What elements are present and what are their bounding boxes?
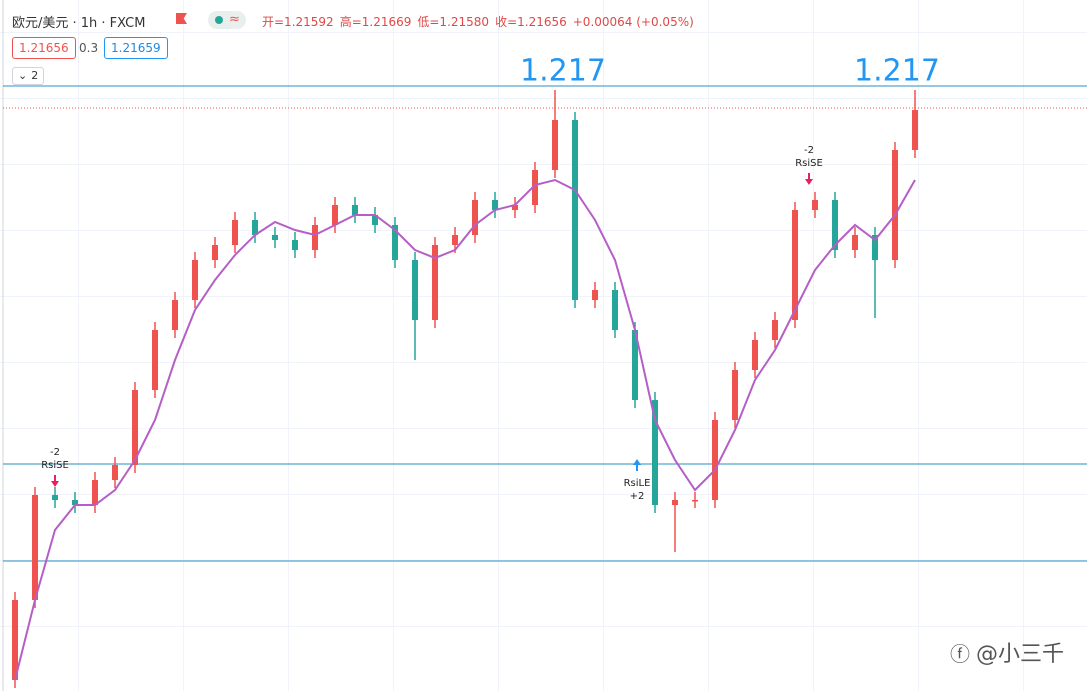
candle-body xyxy=(132,390,138,465)
close-value: 收=1.21656 xyxy=(495,15,567,29)
candle-body xyxy=(72,500,78,505)
candle-body xyxy=(752,340,758,370)
candle-body xyxy=(212,245,218,260)
signal-text: -2 xyxy=(50,447,60,458)
candle-body xyxy=(92,480,98,505)
candle-body xyxy=(792,210,798,320)
peak-label: 1.217 xyxy=(854,54,940,89)
candle-body xyxy=(572,120,578,300)
candle-body xyxy=(372,215,378,225)
candle-body xyxy=(312,225,318,250)
candle-body xyxy=(872,235,878,260)
signal-text: RsiSE xyxy=(41,460,69,471)
open-value: 开=1.21592 xyxy=(262,15,334,29)
signal-text: +2 xyxy=(630,491,645,502)
candle-body xyxy=(12,600,18,680)
candle-body xyxy=(552,120,558,170)
change-value: +0.00064 (+0.05%) xyxy=(572,15,694,29)
signal-arrow xyxy=(633,459,641,471)
candle-body xyxy=(192,260,198,300)
candle-body xyxy=(512,205,518,210)
candle-body xyxy=(332,205,338,225)
candle-body xyxy=(912,110,918,150)
signal-arrow xyxy=(51,475,59,487)
signal-text: RsiSE xyxy=(795,158,823,169)
candle-body xyxy=(712,420,718,500)
spread: 0.3 xyxy=(79,38,99,58)
watermark: ⓕ @小三千 xyxy=(950,636,1064,668)
signal-arrow xyxy=(805,173,813,185)
candle-body xyxy=(812,200,818,210)
sell-price[interactable]: 1.21656 xyxy=(12,37,76,59)
candle-body xyxy=(592,290,598,300)
chevron: ⌄ xyxy=(18,69,28,82)
candle-body xyxy=(432,245,438,320)
candle-body xyxy=(472,200,478,235)
watermark-logo: ⓕ xyxy=(950,642,970,666)
candle-body xyxy=(292,240,298,250)
buy-price[interactable]: 1.21659 xyxy=(104,37,168,59)
status-pill[interactable]: ≈ xyxy=(208,11,246,29)
candle-body xyxy=(732,370,738,420)
candle-body xyxy=(452,235,458,245)
peak-label: 1.217 xyxy=(520,54,606,89)
candle-body xyxy=(652,400,658,505)
candle-body xyxy=(32,495,38,600)
candle-body xyxy=(352,205,358,215)
signal-text: RsiLE xyxy=(624,478,651,489)
candle-body xyxy=(172,300,178,330)
ohlc-values: 开=1.21592 高=1.21669 低=1.21580 收=1.21656 +0.0… xyxy=(262,13,700,30)
symbol-title[interactable]: 欧元/美元 · 1h · FXCM xyxy=(12,16,146,31)
candle-body xyxy=(412,260,418,320)
collapse-count: 2 xyxy=(31,69,39,82)
candle-body xyxy=(152,330,158,390)
candle-body xyxy=(692,500,698,502)
candle-body xyxy=(892,150,898,260)
high-value: 高=1.21669 xyxy=(339,15,412,29)
candle-body xyxy=(112,465,118,480)
candle-body xyxy=(612,290,618,330)
candle-body xyxy=(832,200,838,250)
candle-body xyxy=(632,330,638,400)
candle-body xyxy=(852,235,858,250)
moving-average xyxy=(14,178,916,681)
signal-text: -2 xyxy=(804,145,814,156)
watermark-text: @小三千 xyxy=(976,642,1065,667)
collapse-button[interactable]: ⌄ 2 xyxy=(12,67,45,85)
status-dot xyxy=(215,16,223,24)
candle-body xyxy=(492,200,498,210)
candle-body xyxy=(772,320,778,340)
candle-body xyxy=(52,495,58,500)
candle-body xyxy=(232,220,238,245)
candle-body xyxy=(672,500,678,505)
low-value: 低=1.21580 xyxy=(417,15,490,29)
candle-body xyxy=(532,170,538,205)
candle-body xyxy=(272,235,278,240)
candle-body xyxy=(252,220,258,235)
pill-icon: ≈ xyxy=(229,12,240,27)
flag-icon[interactable] xyxy=(176,13,187,24)
candle-body xyxy=(392,225,398,260)
